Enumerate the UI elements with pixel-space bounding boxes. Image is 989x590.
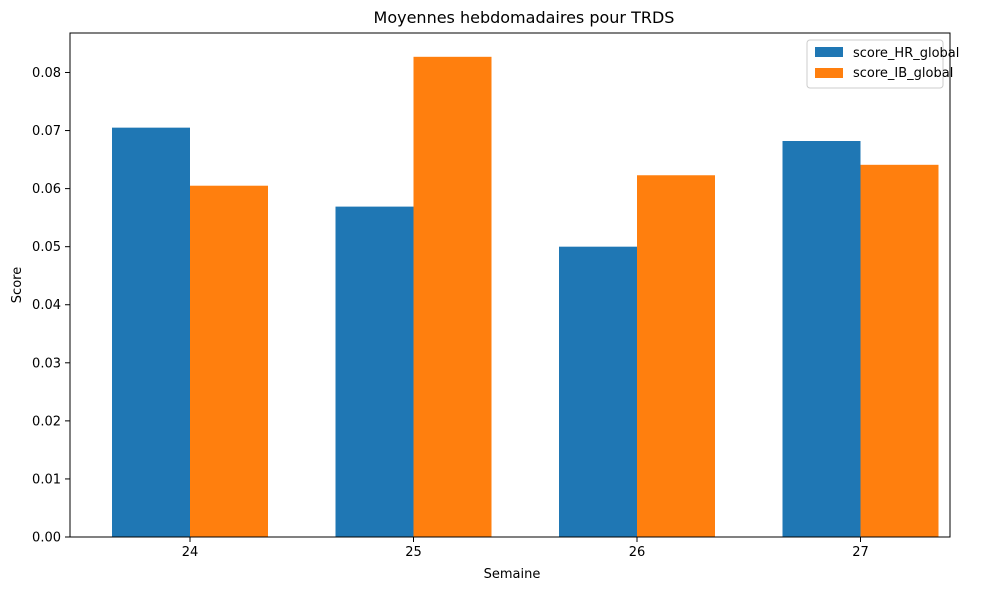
bar-score_IB_global-24 [190,185,268,537]
x-tick-label: 25 [405,545,422,560]
legend-label-hr: score_HR_global [853,46,959,61]
bar-score_IB_global-26 [637,175,715,537]
x-axis-ticks: 24 25 26 27 [182,537,869,560]
y-tick-label: 0.00 [32,531,61,546]
y-tick-label: 0.04 [32,298,61,313]
x-axis-label: Semaine [484,567,541,582]
bar-score_IB_global-25 [413,56,492,538]
y-tick-label: 0.07 [32,124,61,139]
y-tick-label: 0.05 [32,240,61,255]
bar-score_IB_global-27 [860,164,939,537]
legend-label-ib: score_IB_global [853,66,953,81]
x-tick-label: 27 [852,545,869,560]
y-axis-ticks: 0.00 0.01 0.02 0.03 0.04 0.05 0.06 0.07 0.08 [32,66,70,546]
y-tick-label: 0.02 [32,414,61,429]
bar-score_HR_global-25 [335,206,414,538]
y-axis-label: Score [10,267,25,303]
y-tick-label: 0.06 [32,182,61,197]
y-tick-label: 0.03 [32,356,61,371]
legend-swatch-hr [815,47,843,57]
plot-frame [69,32,951,538]
legend-swatch-ib [815,68,843,78]
y-tick-label: 0.08 [32,66,61,81]
bar-score_HR_global-26 [559,246,637,537]
bar-score_HR_global-24 [112,127,190,538]
legend: score_HR_global score_IB_global [806,39,959,89]
y-tick-label: 0.01 [32,472,61,487]
bars-layer [112,56,939,538]
bar-score_HR_global-27 [782,141,861,537]
x-tick-label: 26 [629,545,646,560]
chart-title: Moyennes hebdomadaires pour TRDS [374,8,675,27]
x-tick-label: 24 [182,545,199,560]
